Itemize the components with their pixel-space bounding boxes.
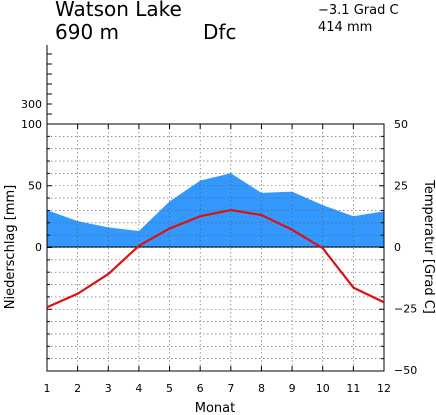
y-right-tick-label: −25: [394, 303, 417, 316]
y-right-tick-label: −50: [394, 364, 417, 377]
x-axis-label: Monat: [195, 401, 235, 415]
precipitation-area: [47, 173, 384, 247]
x-tick-label: 7: [227, 382, 234, 395]
koppen-class: Dfc: [203, 20, 237, 44]
station-elevation: 690 m: [55, 20, 120, 44]
temperature-line: [46, 209, 385, 309]
annual-temperature: −3.1 Grad C: [318, 3, 399, 18]
y-right-tick-label: 0: [394, 241, 401, 254]
y-left-tick-label: 0: [35, 241, 42, 254]
y-left-tick-label: 50: [28, 180, 42, 193]
x-tick-label: 6: [197, 382, 204, 395]
x-tick-label: 12: [377, 382, 391, 395]
x-tick-label: 8: [258, 382, 265, 395]
x-tick-label: 10: [316, 382, 330, 395]
annual-precipitation: 414 mm: [318, 20, 373, 35]
x-tick-label: 1: [44, 382, 51, 395]
x-tick-label: 2: [74, 382, 81, 395]
upper-precip-axis: 300: [21, 45, 52, 124]
y-right-tick-label: 25: [394, 180, 408, 193]
y-axis-right-label: Temperatur [Grad C]: [421, 179, 436, 314]
upper-axis-label: 300: [21, 98, 42, 111]
y-left-tick-label: 100: [21, 118, 42, 131]
x-tick-label: 4: [135, 382, 142, 395]
x-tick-label: 9: [289, 382, 296, 395]
x-tick-label: 5: [166, 382, 173, 395]
station-name: Watson Lake: [55, 0, 182, 21]
y-right-tick-label: 50: [394, 118, 408, 131]
x-tick-label: 3: [105, 382, 112, 395]
x-tick-label: 11: [346, 382, 360, 395]
y-axis-left-label: Niederschlag [mm]: [3, 185, 18, 310]
